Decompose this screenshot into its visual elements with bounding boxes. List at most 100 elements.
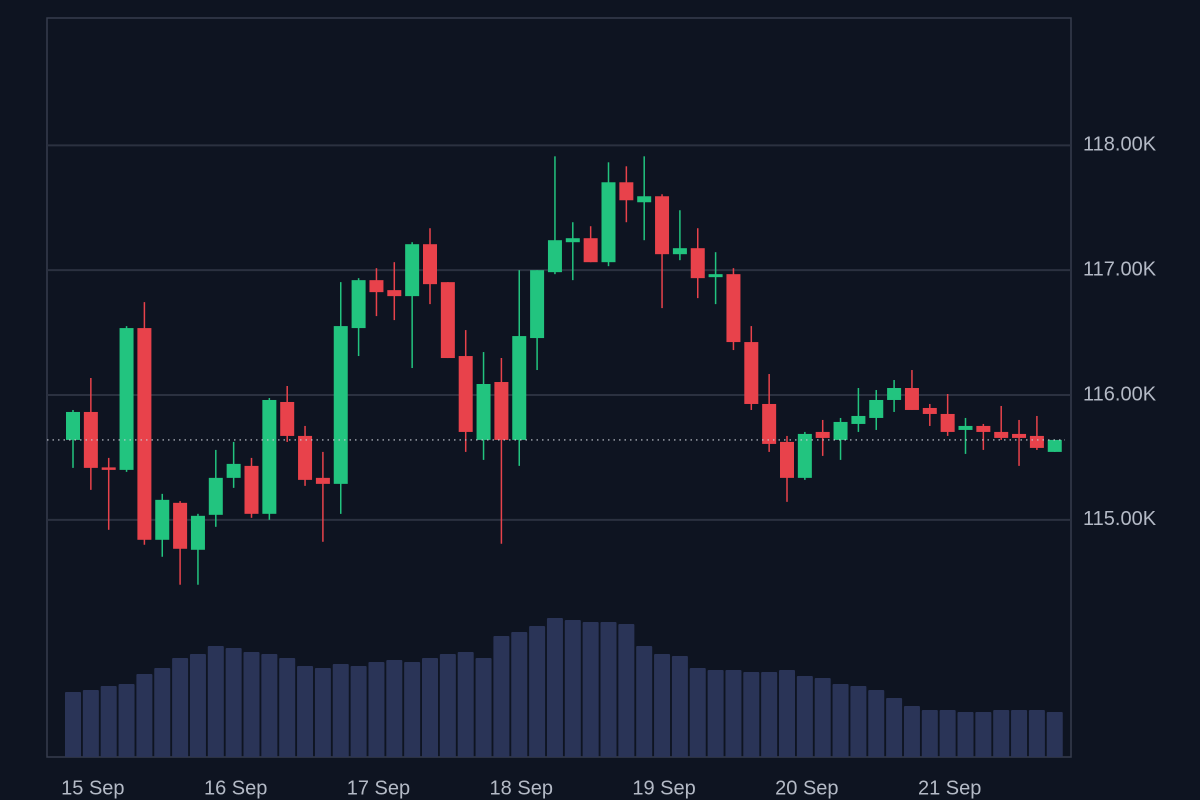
candle-body [512,336,527,440]
volume-bar [65,692,81,757]
candle-body [922,407,937,414]
candle-body [1012,433,1027,438]
volume-bar [743,672,760,757]
x-tick-label: 15 Sep [61,777,124,799]
candle-body [208,477,223,515]
volume-bar [654,654,671,757]
candle-body [244,465,259,514]
candle-body [333,326,348,484]
volume-bar [939,710,956,757]
volume-bar [207,646,224,757]
candle-body [904,387,919,410]
volume-bar [225,648,242,757]
volume-bar [671,656,688,757]
volume-bar [404,662,421,757]
candle-body [83,411,98,468]
volume-bar [386,660,403,757]
candle-body [405,244,420,297]
volume-bar [796,676,813,757]
volume-bar [1028,710,1045,757]
y-tick-label: 115.00K [1083,508,1157,530]
x-tick-label: 17 Sep [347,777,410,799]
candle-body [173,502,188,549]
candle-body [190,515,205,550]
volume-bar [475,658,492,757]
volume-bar [154,668,171,757]
candle-body [262,399,277,514]
volume-bar [850,686,867,757]
volume-bar [725,670,742,757]
candle-body [369,280,384,293]
candle-body [583,238,598,263]
volume-bar [832,684,849,757]
candle-body [1047,439,1062,452]
candle-body [851,415,866,424]
volume-bar [136,674,153,757]
candle-body [976,425,991,432]
candle-body [66,411,80,440]
volume-bar [814,678,831,757]
candle-body [280,401,295,436]
x-tick-label: 21 Sep [918,777,981,799]
volume-bar [868,690,885,757]
candle-body [494,382,509,440]
candle-body [815,431,830,438]
candle-body [387,290,402,297]
volume-bar [297,666,314,757]
candle-body [155,499,170,540]
candle-body [423,244,437,285]
volume-bar [636,646,653,757]
volume-bar [546,618,563,757]
candle-body [137,328,152,540]
candle-body [458,356,473,432]
volume-bar [243,652,260,757]
y-tick-label: 118.00K [1083,134,1157,156]
candle-body [869,399,884,418]
candle-body [708,274,723,278]
candle-body [351,280,366,329]
volume-bar [457,652,474,757]
volume-bar [707,670,724,757]
candle-body [298,435,313,480]
candle-body [530,270,545,339]
candle-body [440,282,455,359]
volume-bar [903,706,920,757]
volume-bar [279,658,296,757]
volume-bar [564,620,581,757]
candle-body [226,463,241,478]
candle-body [887,387,902,400]
volume-bar [1046,712,1063,757]
volume-bar [921,710,938,757]
volume-bar [439,654,456,757]
x-tick-label: 18 Sep [490,777,553,799]
volume-bar [261,654,278,757]
candle-body [690,248,705,279]
candle-body [637,196,652,203]
candle-body [119,328,134,470]
volume-bar [511,632,528,757]
volume-bar [529,626,546,757]
volume-bar [689,668,706,757]
volume-bar [779,670,795,757]
volume-bar [761,672,778,757]
candle-body [744,342,759,404]
candle-body [601,182,616,263]
volume-bar [368,662,385,757]
volume-bar [314,668,331,757]
volume-bar [618,624,635,757]
volume-bar [975,712,992,757]
candle-body [994,431,1009,438]
candle-body [655,196,670,255]
candle-body [672,248,687,255]
volume-bar [100,686,117,757]
candle-body [797,433,812,478]
volume-bar [600,622,617,757]
candle-body [619,182,634,201]
volume-bar [993,710,1010,757]
x-tick-label: 19 Sep [632,777,695,799]
volume-bar [350,666,367,757]
x-tick-label: 20 Sep [775,777,838,799]
candle-body [315,477,330,484]
